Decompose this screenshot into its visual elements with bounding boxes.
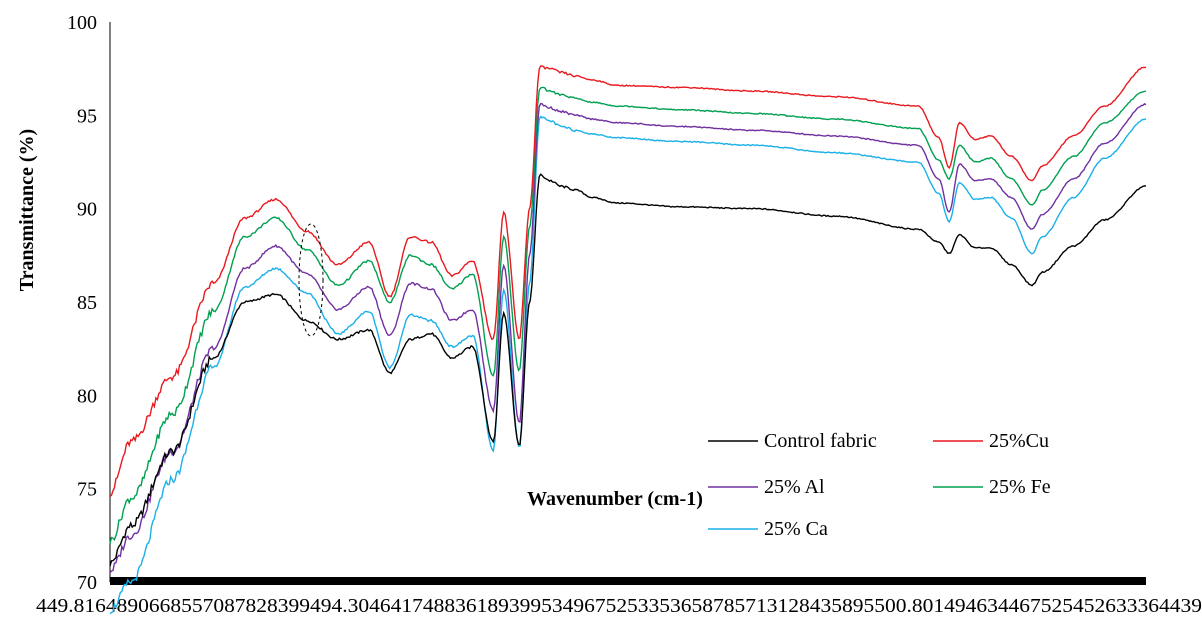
y-tick-label: 85: [77, 292, 97, 314]
legend-label: 25% Al: [764, 476, 825, 498]
legend-label: 25% Fe: [989, 476, 1051, 498]
legend: Control fabric 25%Cu 25% Al 25% Fe 25% Ca: [708, 430, 1051, 540]
x-tick-labels: 449.8164890668557087828399494.3046417488…: [36, 595, 1202, 617]
y-tick-label: 90: [77, 199, 97, 221]
legend-label: 25% Ca: [764, 518, 828, 540]
y-tick-labels: 70 75 80 85 90 95 100: [67, 12, 97, 594]
legend-label: 25%Cu: [989, 430, 1049, 452]
series-line-25-ca: [109, 115, 1147, 615]
y-tick-label: 75: [77, 479, 97, 501]
y-tick-label: 95: [77, 105, 97, 127]
y-tick-label: 100: [67, 12, 97, 34]
legend-label: Control fabric: [764, 430, 877, 452]
y-axis-title: Transmittance (%): [16, 129, 38, 291]
annotation-dashed-ellipse: [298, 223, 324, 337]
x-axis-tick-band: [110, 577, 1146, 585]
y-tick-label: 80: [77, 385, 97, 407]
series-line-control-fabric: [109, 173, 1147, 567]
series-line-25-al: [109, 102, 1147, 574]
x-axis-title: Wavenumber (cm-1): [527, 488, 703, 510]
series-lines: [109, 65, 1147, 615]
series-line-25-fe: [109, 86, 1147, 544]
y-tick-label: 70: [77, 572, 97, 594]
series-line-25-cu: [109, 65, 1147, 497]
